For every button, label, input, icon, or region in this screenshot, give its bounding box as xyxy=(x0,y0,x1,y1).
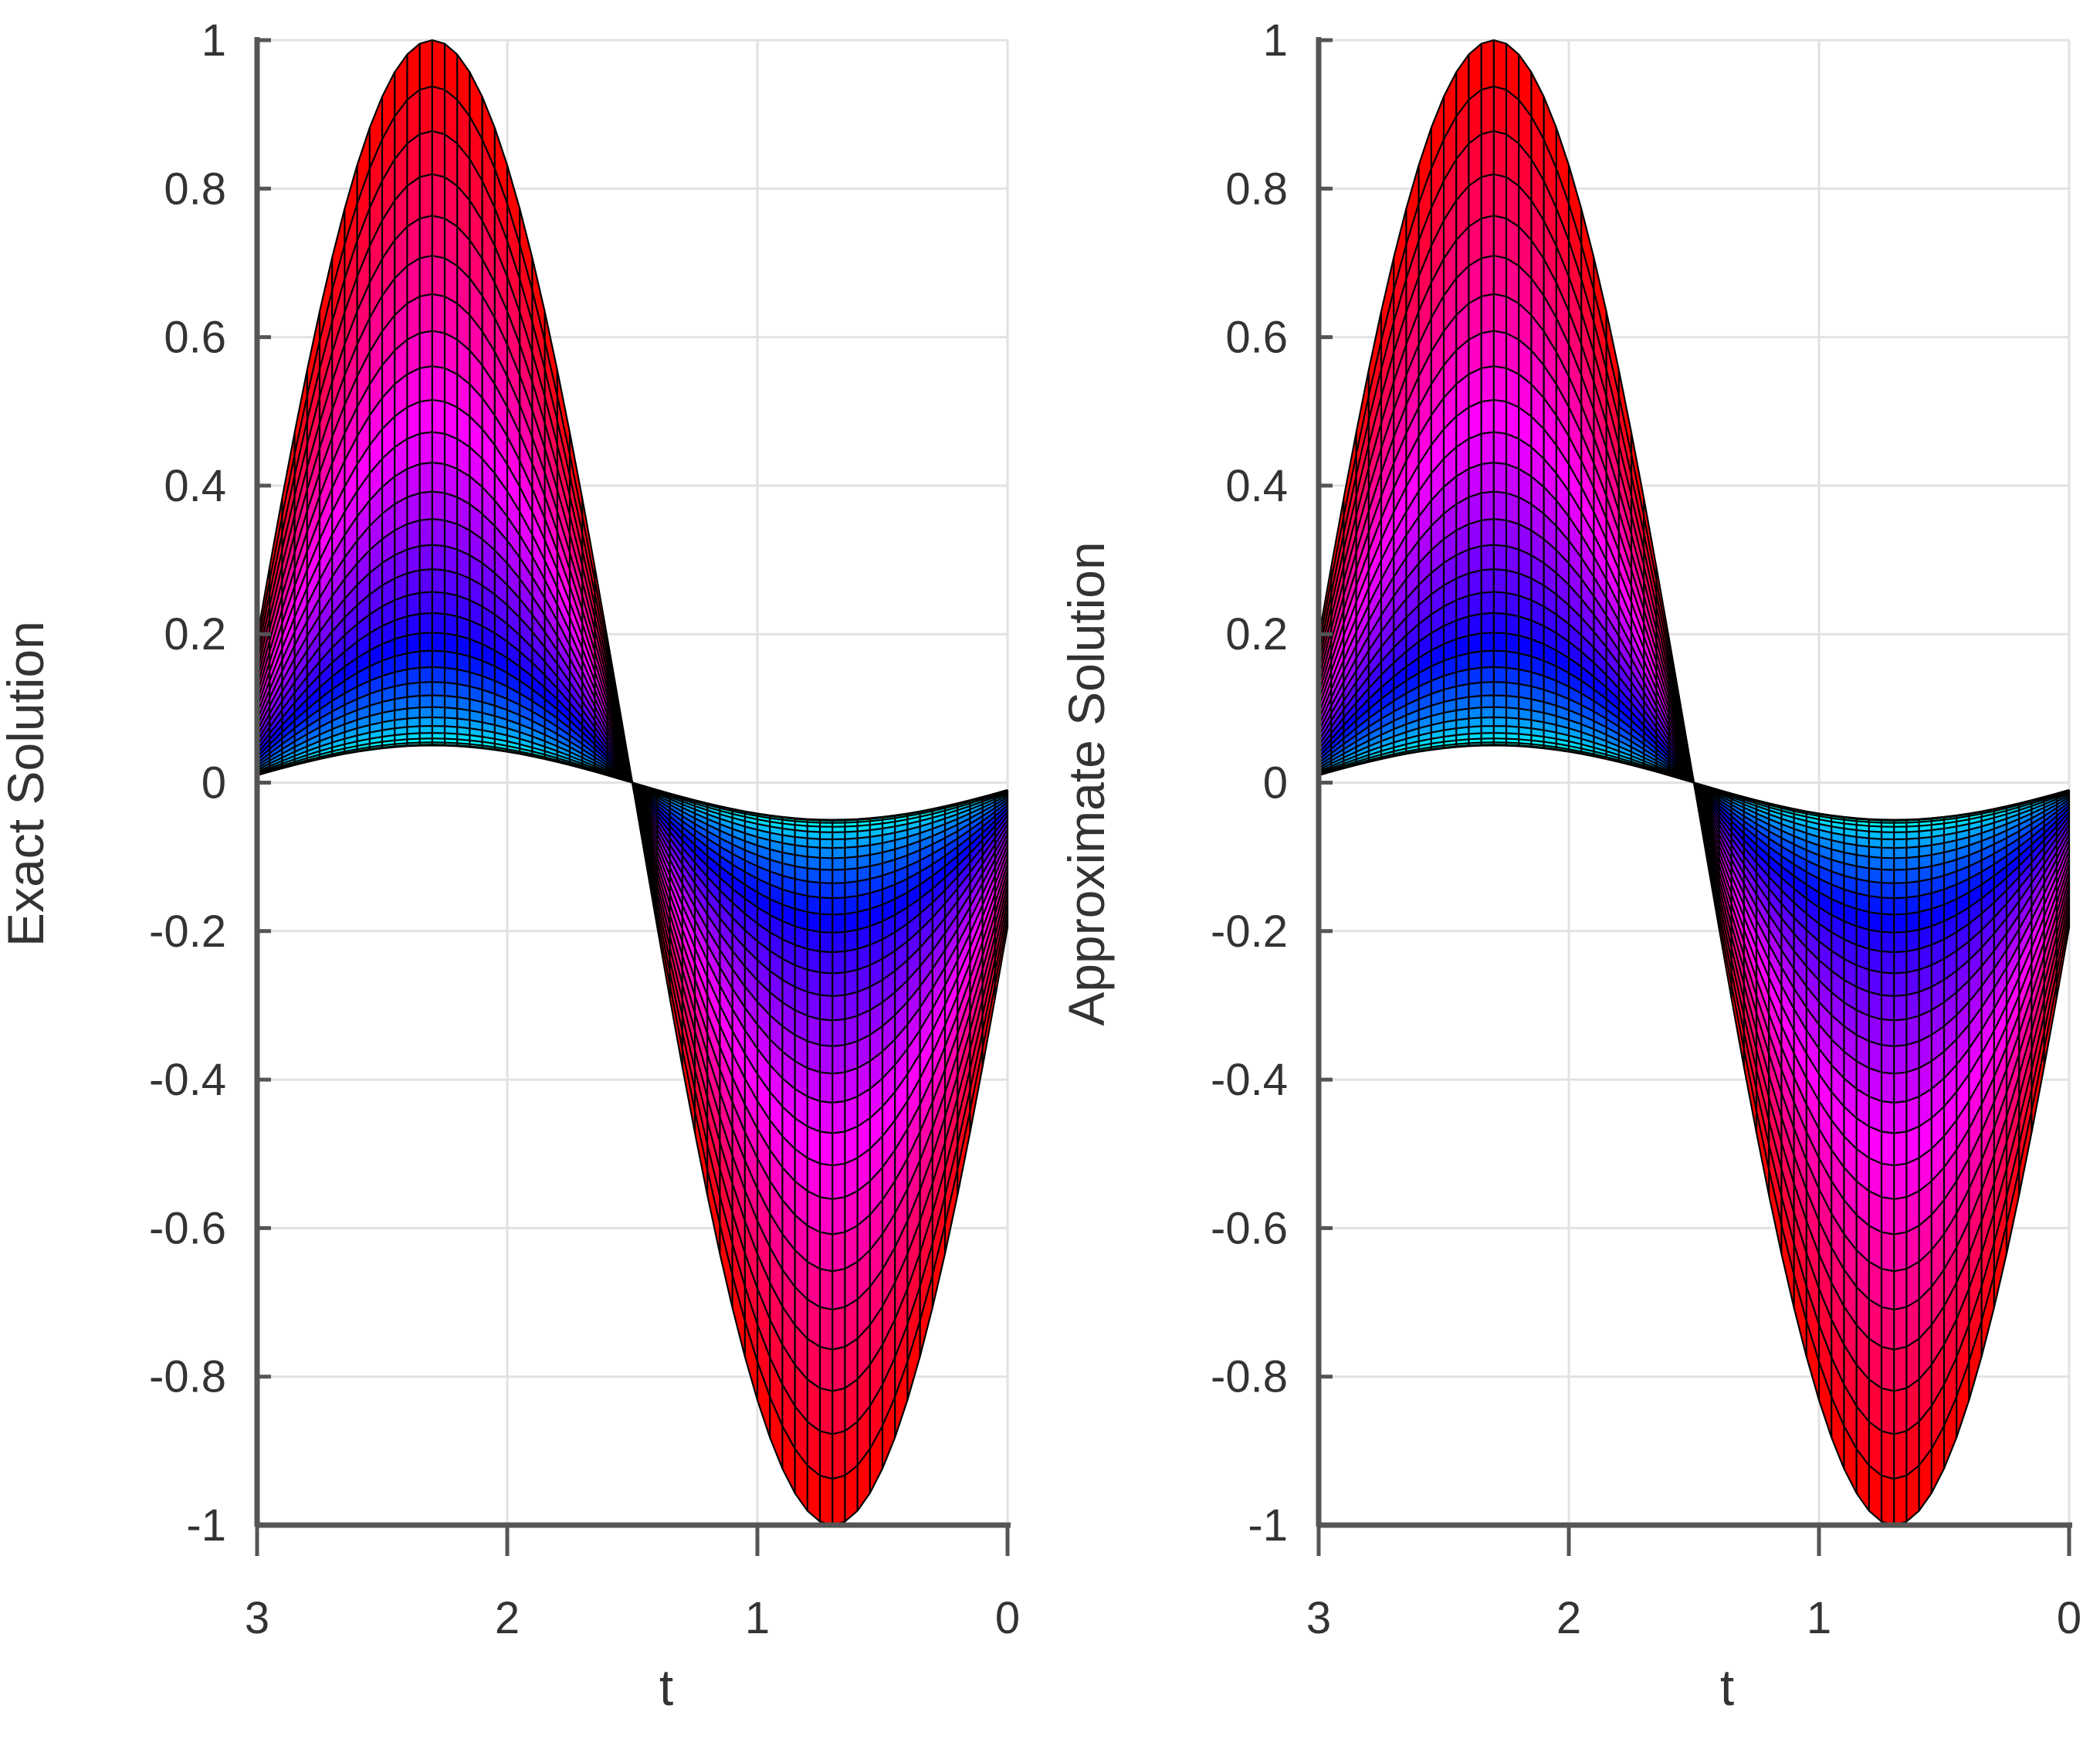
y-tick-label: -0.6 xyxy=(1211,1203,1288,1253)
x-tick-label: 3 xyxy=(1306,1593,1331,1643)
y-tick-label: -1 xyxy=(186,1500,226,1551)
x-tick-label: 2 xyxy=(1556,1593,1581,1643)
x-tick-labels: 3 2 1 0 xyxy=(245,1593,1020,1643)
x-tick-label: 2 xyxy=(495,1593,520,1643)
x-tick-label: 1 xyxy=(1807,1593,1831,1643)
x-tick-label: 3 xyxy=(245,1593,269,1643)
y-tick-label: 0 xyxy=(202,758,226,808)
y-tick-label: -0.8 xyxy=(149,1352,226,1402)
chart-panel-exact: 1 0.8 0.6 0.4 0.2 0 -0.2 -0.4 -0.6 -0.8 -1 3 2 1 0 Ex… xyxy=(0,15,1020,1716)
y-tick-label: -0.2 xyxy=(149,907,226,957)
y-tick-label: -0.4 xyxy=(149,1055,226,1105)
chart-panel-approximate: 1 0.8 0.6 0.4 0.2 0 -0.2 -0.4 -0.6 -0.8 -1 3 2 1 0 Ap… xyxy=(1058,15,2081,1716)
y-tick-label: 0.4 xyxy=(1225,461,1288,511)
axes xyxy=(254,37,1011,1556)
y-tick-label: 0.6 xyxy=(1225,313,1288,363)
y-tick-labels: 1 0.8 0.6 0.4 0.2 0 -0.2 -0.4 -0.6 -0.8 -1 xyxy=(1211,15,1288,1551)
y-tick-label: -0.4 xyxy=(1211,1055,1288,1105)
x-tick-label: 0 xyxy=(995,1593,1020,1643)
y-tick-label: 1 xyxy=(1263,15,1288,66)
axes xyxy=(1316,37,2072,1556)
x-axis-label: t xyxy=(659,1659,673,1716)
y-tick-label: 0.6 xyxy=(164,313,226,363)
y-tick-label: -0.8 xyxy=(1211,1352,1288,1402)
y-axis-label: Approximate Solution xyxy=(1058,541,1115,1025)
y-tick-label: 0.8 xyxy=(1225,164,1288,214)
y-tick-label: 0 xyxy=(1263,758,1288,808)
y-tick-label: -1 xyxy=(1248,1500,1288,1551)
x-tick-label: 0 xyxy=(2057,1593,2081,1643)
surface-plot xyxy=(1317,39,2071,1527)
y-tick-label: -0.2 xyxy=(1211,907,1288,957)
y-tick-label: 0.4 xyxy=(164,461,226,511)
y-tick-labels: 1 0.8 0.6 0.4 0.2 0 -0.2 -0.4 -0.6 -0.8 -1 xyxy=(149,15,226,1551)
y-tick-label: 0.2 xyxy=(1225,609,1288,659)
y-axis-label: Exact Solution xyxy=(0,621,54,947)
y-tick-label: 1 xyxy=(202,15,226,66)
x-tick-labels: 3 2 1 0 xyxy=(1306,1593,2081,1643)
y-tick-label: -0.6 xyxy=(149,1203,226,1253)
x-axis-label: t xyxy=(1720,1659,1734,1716)
x-tick-label: 1 xyxy=(745,1593,770,1643)
surface-plot xyxy=(256,39,1009,1527)
y-tick-label: 0.8 xyxy=(164,164,226,214)
y-tick-label: 0.2 xyxy=(164,609,226,659)
